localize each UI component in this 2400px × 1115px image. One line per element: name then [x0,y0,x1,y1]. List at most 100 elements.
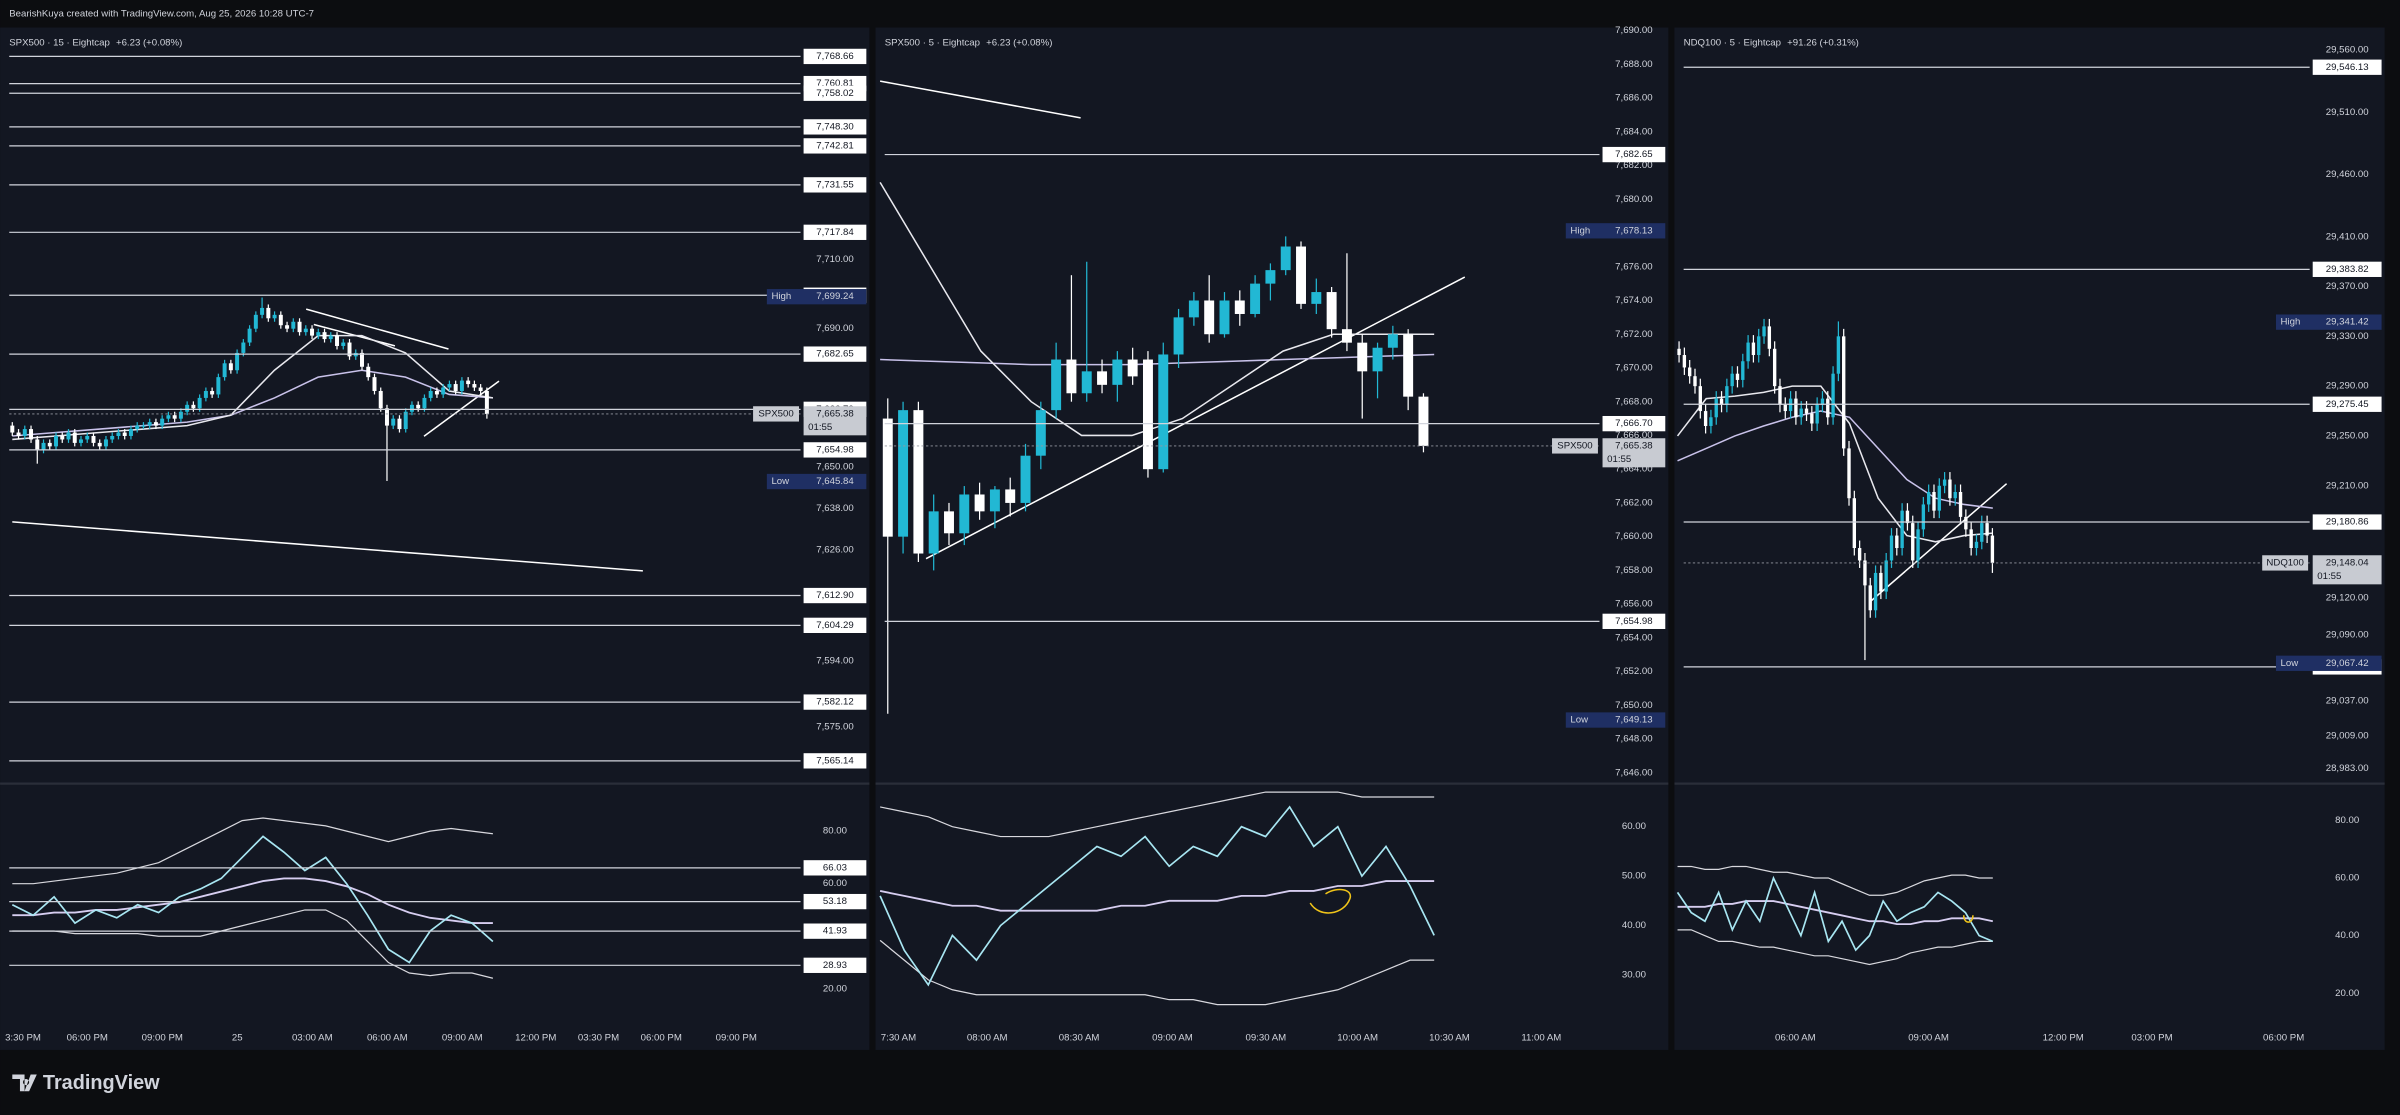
y-tick-label: 7,684.00 [1615,126,1652,137]
candle-body [203,390,208,398]
level-label-box [803,617,867,633]
candle-body [160,418,165,426]
candle-body [1863,560,1867,586]
y-tick-label: 7,662.00 [1615,497,1652,508]
y-tick-label: 7,664.00 [1615,464,1652,475]
candle-body [434,390,439,395]
y-tick-label: 7,672.00 [1615,329,1652,340]
y-tick-label: 7,670.00 [1615,363,1652,374]
candle-body [22,429,27,436]
level-label: 7,731.55 [816,179,853,190]
symbol-title: NDQ100 · 5 · Eightcap [1684,37,1781,48]
candle-body [41,442,46,450]
time-label: 08:00 AM [967,1032,1008,1043]
y-tick-label: 7,638.00 [816,503,853,514]
y-tick-label: 28,983.00 [2326,763,2369,774]
candle-body [1964,516,1968,530]
candle-body [66,432,71,440]
panel-background [0,27,870,1050]
highlight-scribble [1962,915,1974,923]
candle-body [1868,585,1872,611]
time-label: 06:00 AM [367,1032,408,1043]
candle-body [322,332,327,340]
indicator-tick-label: 60.00 [823,878,847,889]
level-label: 7,742.81 [816,140,853,151]
highlight-scribble [1309,888,1352,914]
candle-body [222,363,227,378]
candle-body [1714,398,1718,418]
candle-body [335,335,340,346]
y-tick-label: 7,690.00 [1615,25,1652,36]
candle-body [1778,386,1782,405]
moving-average-slow [880,353,1435,366]
level-label-box [1602,146,1666,163]
symbol-title: SPX500 · 5 · Eightcap [885,37,980,48]
indicator-level-box [803,957,867,973]
indicator-tick-label: 20.00 [2335,988,2359,999]
time-label: 09:00 AM [1152,1032,1193,1043]
candle-body [235,352,240,371]
candle-body [1730,373,1734,387]
y-tick-label: 29,210.00 [2326,480,2369,491]
trend-line [12,521,643,572]
y-tick-label: 7,575.00 [816,721,853,732]
bollinger-upper [879,791,1435,838]
candle-body [185,404,190,412]
candle-body [1826,398,1830,418]
candle-body [347,342,352,357]
candle-body [1884,560,1888,592]
candle-body [153,422,158,426]
candle-body [1905,510,1910,524]
candle-body [91,435,96,443]
level-label-box [803,224,867,240]
candle-body [1937,485,1941,511]
candle-body [272,314,277,319]
price-change: +91.26 (+0.31%) [1787,37,1859,48]
candle-body [1725,386,1729,405]
time-label: 12:00 PM [2043,1032,2084,1043]
candle-body [989,489,1000,512]
candle-body [97,442,102,447]
low-marker-value: 7,645.84 [816,476,854,487]
level-label: 29,180.86 [2326,517,2369,528]
y-tick-label: 29,410.00 [2326,231,2369,242]
y-tick-label: 7,658.00 [1615,565,1652,576]
candle-body [1035,410,1046,456]
countdown: 01:55 [1607,454,1631,465]
y-tick-label: 29,120.00 [2326,592,2369,603]
indicator-tick-label: 40.00 [1622,920,1646,931]
y-tick-label: 29,460.00 [2326,169,2369,180]
y-tick-label: 7,710.00 [816,254,853,265]
low-marker-label: Low [1570,715,1588,726]
level-label-box [803,694,867,710]
candle-body [178,411,183,419]
candle-body [1921,504,1926,530]
candle-body [1311,292,1322,304]
current-symbol-box [2262,555,2309,571]
candle-body [285,325,290,329]
candle-body [1709,417,1713,426]
time-label: 09:00 PM [716,1032,757,1043]
y-tick-label: 7,646.00 [1615,767,1652,778]
current-symbol: SPX500 [1557,440,1592,451]
level-label: 7,612.90 [816,590,853,601]
time-label: 08:30 AM [1059,1032,1100,1043]
level-label-box [2312,261,2382,277]
candle-body [428,390,433,398]
countdown: 01:55 [2317,571,2341,582]
candle-body [447,384,452,388]
candle-body [1746,342,1750,362]
time-label: 06:00 AM [1775,1032,1816,1043]
candle-body [472,384,477,388]
time-label: 09:00 AM [442,1032,483,1043]
candle-body [1926,491,1931,505]
level-label-box [803,753,867,769]
rsi-moving-average [1677,900,1994,926]
candle-body [241,342,246,353]
current-price: 29,148.04 [2326,557,2369,568]
candle-body [122,432,127,436]
candle-body [391,418,396,426]
candle-body [1234,300,1245,314]
high-marker-box [1565,223,1666,239]
current-symbol-box [1552,438,1598,454]
